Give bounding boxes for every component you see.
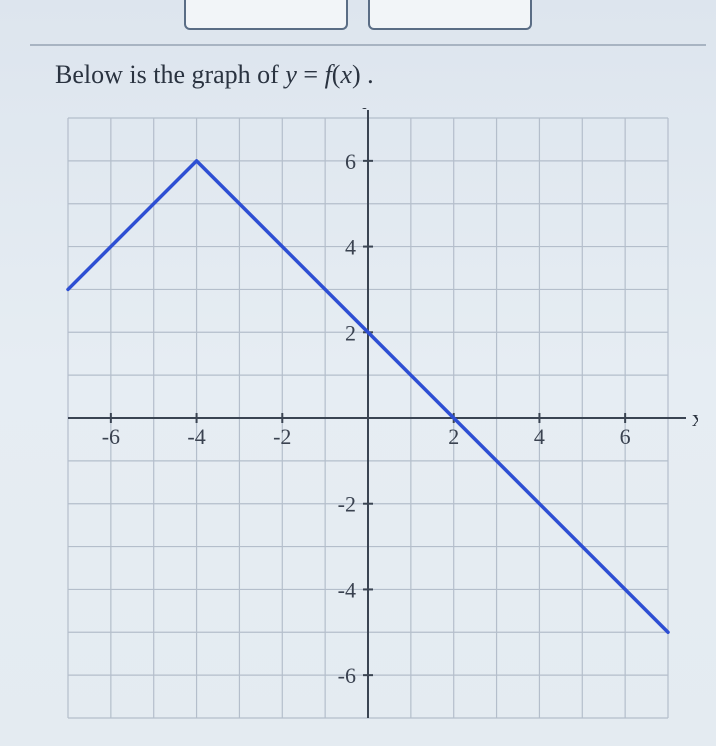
svg-text:6: 6: [620, 424, 631, 449]
inputs-row: [0, 0, 716, 40]
svg-text:4: 4: [345, 235, 356, 260]
svg-text:-4: -4: [338, 577, 356, 602]
function-graph: -6 -4 -2 2 4 6 6 4 2 -2 -4 -6 y x: [38, 108, 698, 728]
svg-text:2: 2: [448, 424, 459, 449]
eq-mid: =: [297, 60, 325, 89]
prompt-prefix: Below is the graph of: [55, 60, 285, 89]
paren-close: ) .: [352, 60, 374, 89]
page-root: Below is the graph of y = f(x) . -6 -4 -2 2…: [0, 0, 716, 746]
svg-text:-4: -4: [187, 424, 205, 449]
func-f: f: [325, 60, 332, 89]
var-y: y: [285, 60, 297, 89]
answer-input-2[interactable]: [368, 0, 532, 30]
chart-container: -6 -4 -2 2 4 6 6 4 2 -2 -4 -6 y x: [38, 108, 698, 728]
svg-text:4: 4: [534, 424, 545, 449]
svg-text:y: y: [362, 108, 374, 110]
section-divider: [30, 44, 706, 46]
var-x: x: [340, 60, 352, 89]
answer-input-1[interactable]: [184, 0, 348, 30]
prompt-text: Below is the graph of y = f(x) .: [55, 60, 374, 90]
svg-text:-6: -6: [102, 424, 120, 449]
svg-text:2: 2: [345, 320, 356, 345]
svg-text:-2: -2: [338, 492, 356, 517]
svg-text:-2: -2: [273, 424, 291, 449]
svg-text:-6: -6: [338, 663, 356, 688]
svg-text:x: x: [692, 406, 698, 432]
svg-text:6: 6: [345, 149, 356, 174]
